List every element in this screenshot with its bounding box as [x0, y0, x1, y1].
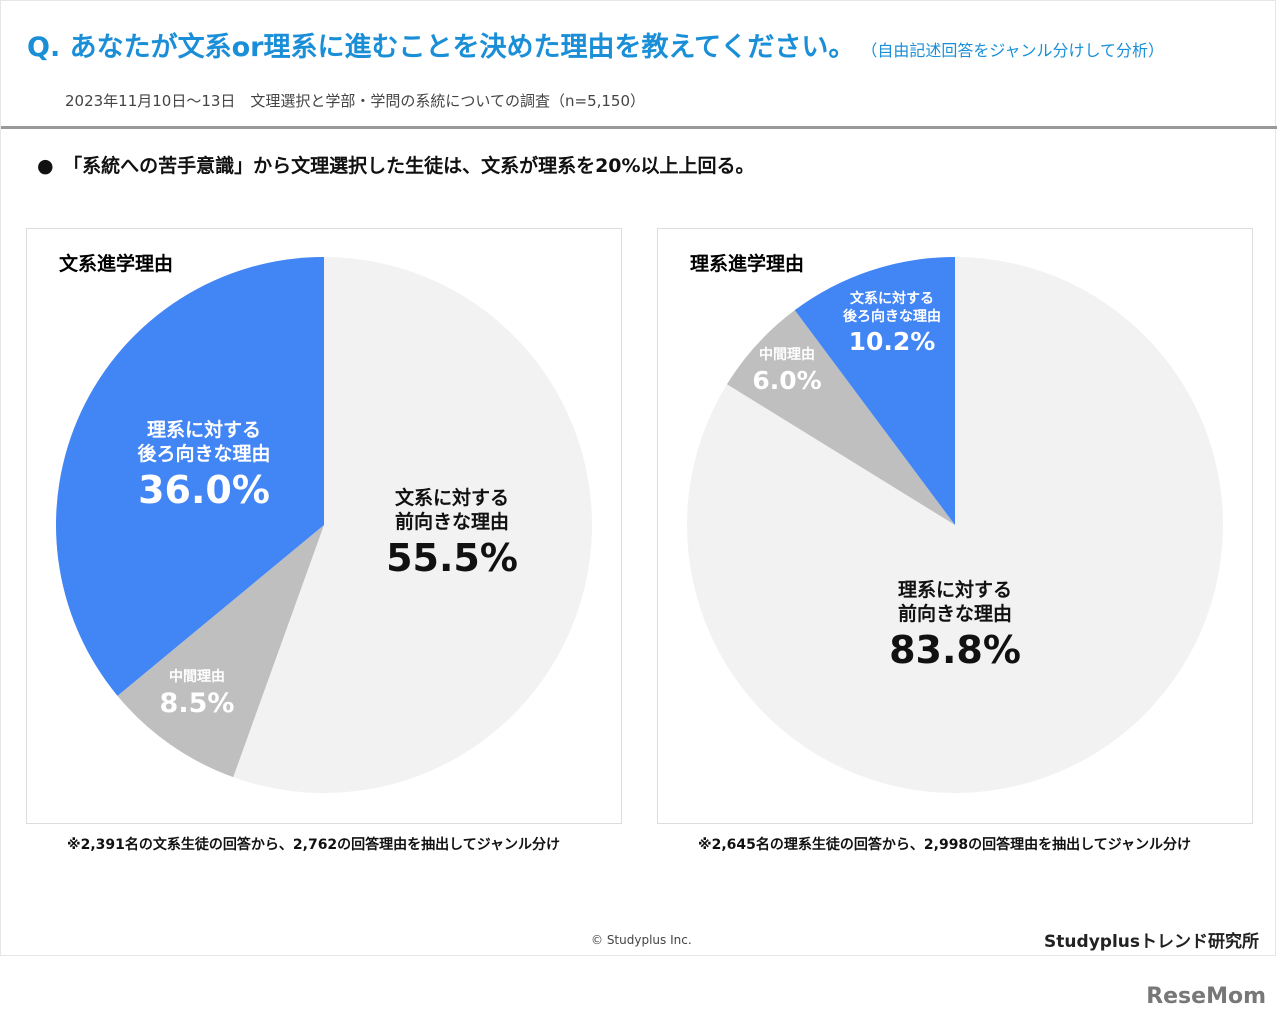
slice-label: 理系に対する 後ろ向きな理由 36.0% — [137, 419, 270, 514]
pie-slice — [726, 310, 955, 525]
slice-label-line: 文系に対する — [850, 291, 934, 307]
resemom-watermark: ReseMom — [1146, 984, 1266, 1009]
pie-panel-rikei: 理系進学理由 理系に対する 前向きな理由 83.8% 中間理由 6.0% 文系に対する 後ろ… — [657, 228, 1253, 824]
pie-slice — [56, 257, 325, 696]
slice-label-line: 文系に対する — [394, 487, 509, 509]
pie-panel-bunkei: 文系進学理由 文系に対する 前向きな理由 55.5% 中間理由 8.5% 理系に対する 後ろ… — [26, 228, 622, 824]
slice-label: 文系に対する 後ろ向きな理由 10.2% — [843, 291, 941, 357]
key-finding: ● 「系統への苦手意識」から文理選択した生徒は、文系が理系を20%以上上回る。 — [37, 155, 755, 177]
chart-note-rikei: ※2,645名の理系生徒の回答から、2,998の回答理由を抽出してジャンル分け — [698, 837, 1192, 853]
title-text: Q. あなたが文系or理系に進むことを決めた理由を教えてください。 — [27, 32, 856, 63]
brand-logo: Studyplusトレンド研究所 — [1044, 932, 1259, 952]
slice-value: 6.0% — [752, 365, 822, 395]
slice-value: 83.8% — [889, 627, 1021, 672]
chart-title: 理系進学理由 — [690, 253, 805, 275]
pie-slice — [117, 525, 325, 778]
slice-label-line: 後ろ向きな理由 — [843, 308, 941, 325]
pie-slice — [233, 257, 592, 793]
slice-value: 8.5% — [159, 687, 235, 719]
slice-label: 文系に対する 前向きな理由 55.5% — [386, 487, 518, 582]
slice-label-line: 中間理由 — [759, 347, 815, 363]
slice-label: 中間理由 8.5% — [160, 669, 235, 720]
slice-value: 10.2% — [848, 327, 936, 356]
chart-title: 文系進学理由 — [59, 253, 174, 275]
slice-value: 36.0% — [138, 467, 270, 512]
copyright: © Studyplus Inc. — [591, 933, 692, 947]
pie-slice — [794, 257, 955, 525]
slice-label-line: 理系に対する — [146, 419, 262, 441]
slide: Q. あなたが文系or理系に進むことを決めた理由を教えてください。 （自由記述回答… — [0, 0, 1277, 956]
title-note: （自由記述回答をジャンル分けして分析） — [869, 41, 1165, 60]
slice-label-line: 理系に対する — [897, 579, 1012, 601]
pie-chart-bunkei — [56, 257, 592, 793]
page-title: Q. あなたが文系or理系に進むことを決めた理由を教えてください。 （自由記述回答… — [27, 25, 1164, 64]
survey-subtitle: 2023年11月10日～13日 文理選択と学部・学問の系統についての調査（n=5… — [65, 92, 646, 110]
slice-value: 55.5% — [386, 535, 518, 580]
slice-label-line: 後ろ向きな理由 — [137, 442, 271, 465]
slice-label-line: 前向きな理由 — [394, 510, 509, 533]
pie-chart-rikei — [687, 257, 1223, 793]
slice-label: 理系に対する 前向きな理由 83.8% — [889, 579, 1021, 674]
divider — [1, 126, 1277, 129]
slice-label-line: 中間理由 — [168, 669, 225, 685]
chart-note-bunkei: ※2,391名の文系生徒の回答から、2,762の回答理由を抽出してジャンル分け — [67, 837, 561, 853]
slice-label: 中間理由 6.0% — [752, 347, 821, 396]
slice-label-line: 前向きな理由 — [897, 602, 1012, 625]
